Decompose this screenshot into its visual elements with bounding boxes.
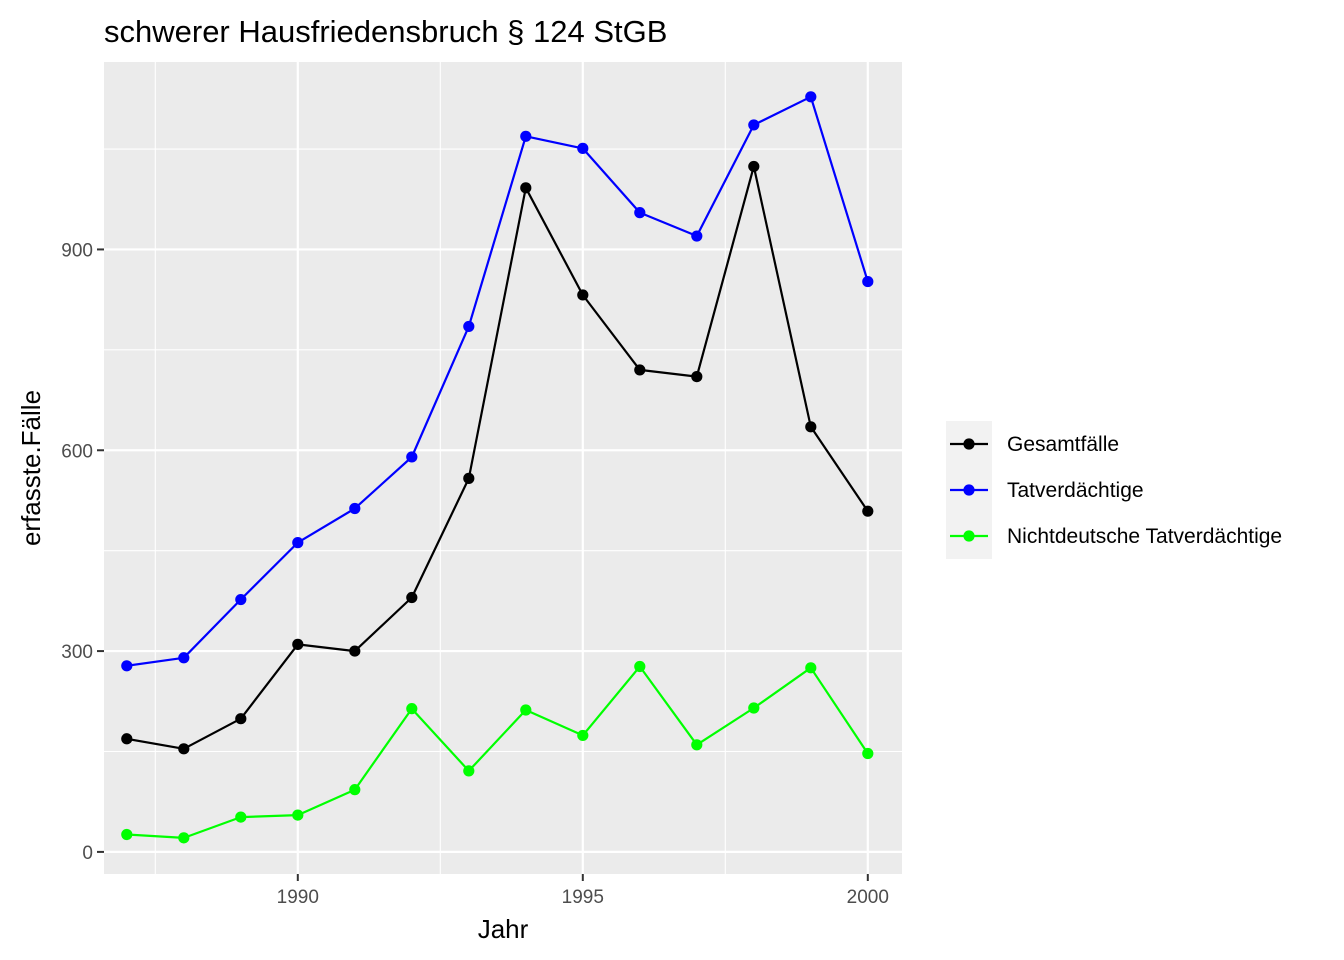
legend-item: Gesamtfälle [950, 433, 1119, 456]
data-point [748, 702, 760, 714]
chart-title: schwerer Hausfriedensbruch § 124 StGB [104, 14, 667, 49]
data-point [292, 809, 304, 821]
data-point [235, 593, 247, 606]
data-point [691, 739, 703, 751]
x-tick-label: 1990 [277, 887, 319, 908]
data-point [577, 729, 589, 742]
y-tick-label: 0 [82, 843, 93, 864]
data-point [406, 591, 418, 604]
legend: Gesamtfälle Tatverdächtige Nichtdeutsche T… [950, 433, 1282, 548]
data-point [349, 502, 361, 515]
data-point [121, 828, 133, 841]
y-axis-title: erfasste.Fälle [16, 390, 46, 546]
data-point [520, 130, 532, 142]
series-line [126, 665, 869, 840]
data-point [691, 230, 703, 242]
data-point [805, 91, 817, 103]
legend-item: Nichtdeutsche Tatverdächtige [950, 525, 1282, 548]
data-point [235, 713, 247, 725]
x-tick-label: 1995 [562, 887, 604, 908]
data-point [577, 289, 589, 301]
data-point [748, 160, 760, 173]
legend-item: Tatverdächtige [950, 479, 1144, 502]
legend-label: Gesamtfälle [1007, 433, 1119, 456]
data-point [178, 652, 190, 664]
plot-panel [104, 62, 902, 874]
series-2 [121, 660, 874, 844]
data-point [691, 371, 703, 383]
data-point [292, 537, 304, 549]
data-point [577, 142, 589, 154]
x-axis-title: Jahr [478, 914, 529, 944]
data-point [406, 703, 418, 715]
series-1 [121, 91, 874, 672]
data-point [634, 660, 646, 673]
data-point [121, 733, 133, 745]
data-point [520, 182, 532, 194]
legend-key-point [963, 530, 975, 542]
data-point [463, 472, 475, 484]
data-point [463, 765, 475, 777]
data-point [121, 660, 133, 672]
data-point [520, 704, 532, 716]
data-point [634, 207, 646, 219]
data-point [748, 119, 760, 131]
y-axis: 0 300 600 900 [61, 240, 104, 864]
data-point [292, 638, 304, 650]
legend-key-point [963, 438, 975, 450]
data-point [862, 747, 874, 760]
data-point [862, 275, 874, 288]
x-tick-label: 2000 [847, 887, 889, 908]
data-series [121, 91, 874, 844]
data-point [349, 645, 361, 657]
series-line [126, 165, 869, 750]
data-point [634, 364, 646, 376]
x-axis: 1990 1995 2000 [277, 874, 889, 908]
data-point [178, 832, 190, 844]
y-tick-label: 600 [61, 441, 93, 462]
series-0 [121, 160, 874, 755]
data-point [805, 421, 817, 433]
data-point [349, 784, 361, 796]
legend-key-point [963, 484, 975, 496]
data-point [862, 505, 874, 517]
legend-label: Tatverdächtige [1007, 479, 1144, 502]
y-tick-label: 300 [61, 642, 93, 663]
series-line [126, 95, 869, 667]
y-tick-label: 900 [61, 240, 93, 261]
legend-label: Nichtdeutsche Tatverdächtige [1007, 525, 1282, 548]
data-point [178, 743, 190, 755]
data-point [463, 320, 475, 333]
data-point [235, 811, 247, 823]
data-point [406, 451, 418, 463]
data-point [805, 662, 817, 674]
